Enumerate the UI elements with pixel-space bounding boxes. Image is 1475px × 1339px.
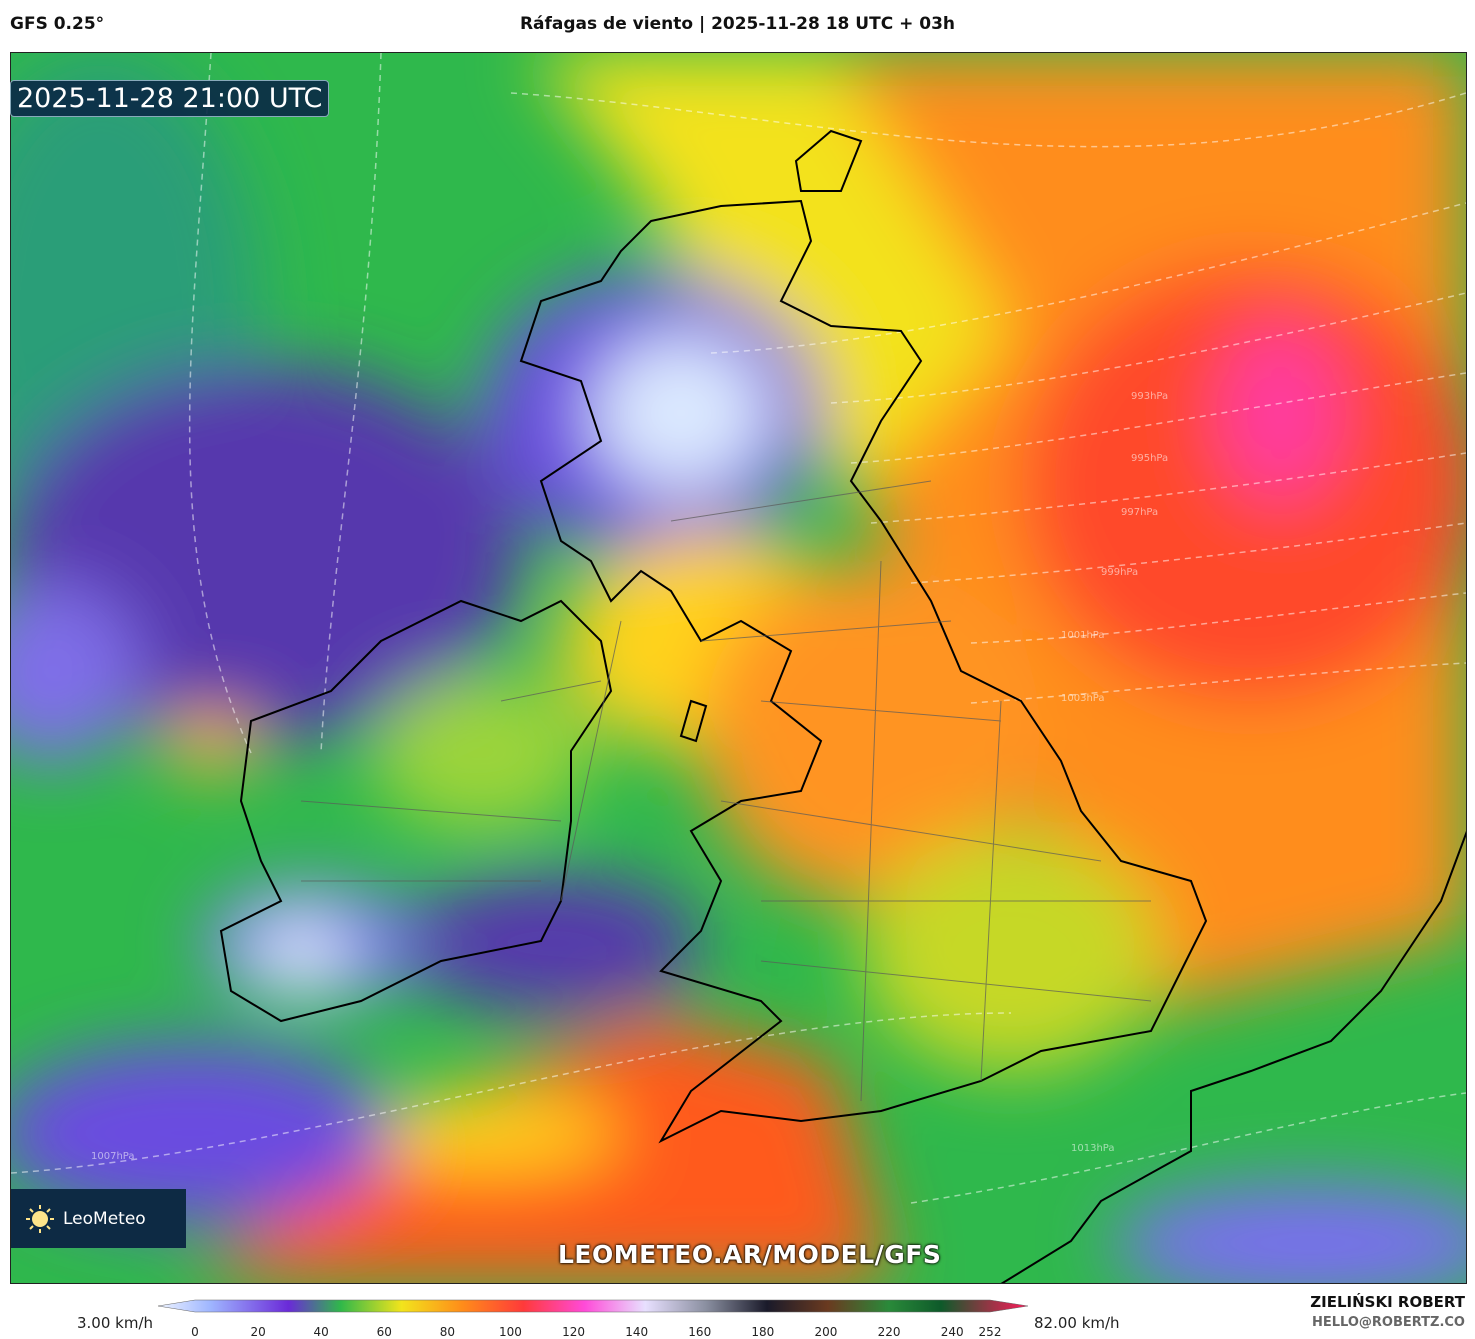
colorbar-tick-label: 220 bbox=[878, 1325, 901, 1339]
coastlines bbox=[219, 129, 1466, 1283]
isobar-labels: 993hPa 995hPa 997hPa 999hPa 1001hPa 1003… bbox=[91, 391, 1168, 1162]
colorbar-tick-label: 80 bbox=[440, 1325, 455, 1339]
isobar-label: 999hPa bbox=[1101, 567, 1138, 578]
colorbar-tick-label: 240 bbox=[941, 1325, 964, 1339]
isobar-label: 1013hPa bbox=[1071, 1143, 1115, 1154]
isobar-label: 1001hPa bbox=[1061, 630, 1105, 641]
isobar-label: 1003hPa bbox=[1061, 693, 1105, 704]
isobar-label: 995hPa bbox=[1131, 453, 1168, 464]
colorbar-tick-label: 200 bbox=[814, 1325, 837, 1339]
model-label: GFS 0.25° bbox=[10, 14, 105, 34]
colorbar-tick-label: 140 bbox=[625, 1325, 648, 1339]
colorbar-tick-label: 252 bbox=[979, 1325, 1002, 1339]
colorbar-tick-label: 0 bbox=[191, 1325, 199, 1339]
logo-sun bbox=[26, 1204, 54, 1233]
colorbar-tick-label: 180 bbox=[751, 1325, 774, 1339]
isobar-label: 1007hPa bbox=[91, 1151, 135, 1162]
isobar-label: 993hPa bbox=[1131, 391, 1168, 402]
colorbar-max: 82.00 km/h bbox=[1034, 1314, 1120, 1332]
admin-borders bbox=[300, 480, 1152, 1102]
colorbar-tick-label: 160 bbox=[688, 1325, 711, 1339]
logo-text: LeoMeteo bbox=[63, 1208, 146, 1229]
colorbar: 0 20 40 60 80 100 120 140 160 180 200 220 240 252 bbox=[157, 1299, 1029, 1339]
gust-field bbox=[11, 53, 1466, 1283]
watermark: LEOMETEO.AR/MODEL/GFS bbox=[558, 1240, 942, 1269]
author: ZIELIŃSKI ROBERT bbox=[1310, 1293, 1465, 1311]
colorbar-min: 3.00 km/h bbox=[77, 1314, 154, 1332]
logo: LeoMeteo bbox=[11, 1189, 186, 1248]
timestamp: 2025-11-28 21:00 UTC bbox=[10, 80, 330, 117]
colorbar-tick-label: 60 bbox=[377, 1325, 392, 1339]
colorbar-tick-label: 100 bbox=[499, 1325, 522, 1339]
isobar-label: 997hPa bbox=[1121, 507, 1158, 518]
map-title: Ráfagas de viento | 2025-11-28 18 UTC + … bbox=[519, 14, 956, 34]
colorbar-tick-label: 120 bbox=[562, 1325, 585, 1339]
colorbar-tick-label: 40 bbox=[314, 1325, 329, 1339]
email: HELLO@ROBERTZ.CO bbox=[1311, 1315, 1465, 1330]
isobars bbox=[11, 53, 1466, 1204]
colorbar-tick-label: 20 bbox=[250, 1325, 265, 1339]
colorbar-scale bbox=[157, 1299, 1029, 1313]
map: 993hPa 995hPa 997hPa 999hPa 1001hPa 1003… bbox=[10, 52, 1467, 1284]
